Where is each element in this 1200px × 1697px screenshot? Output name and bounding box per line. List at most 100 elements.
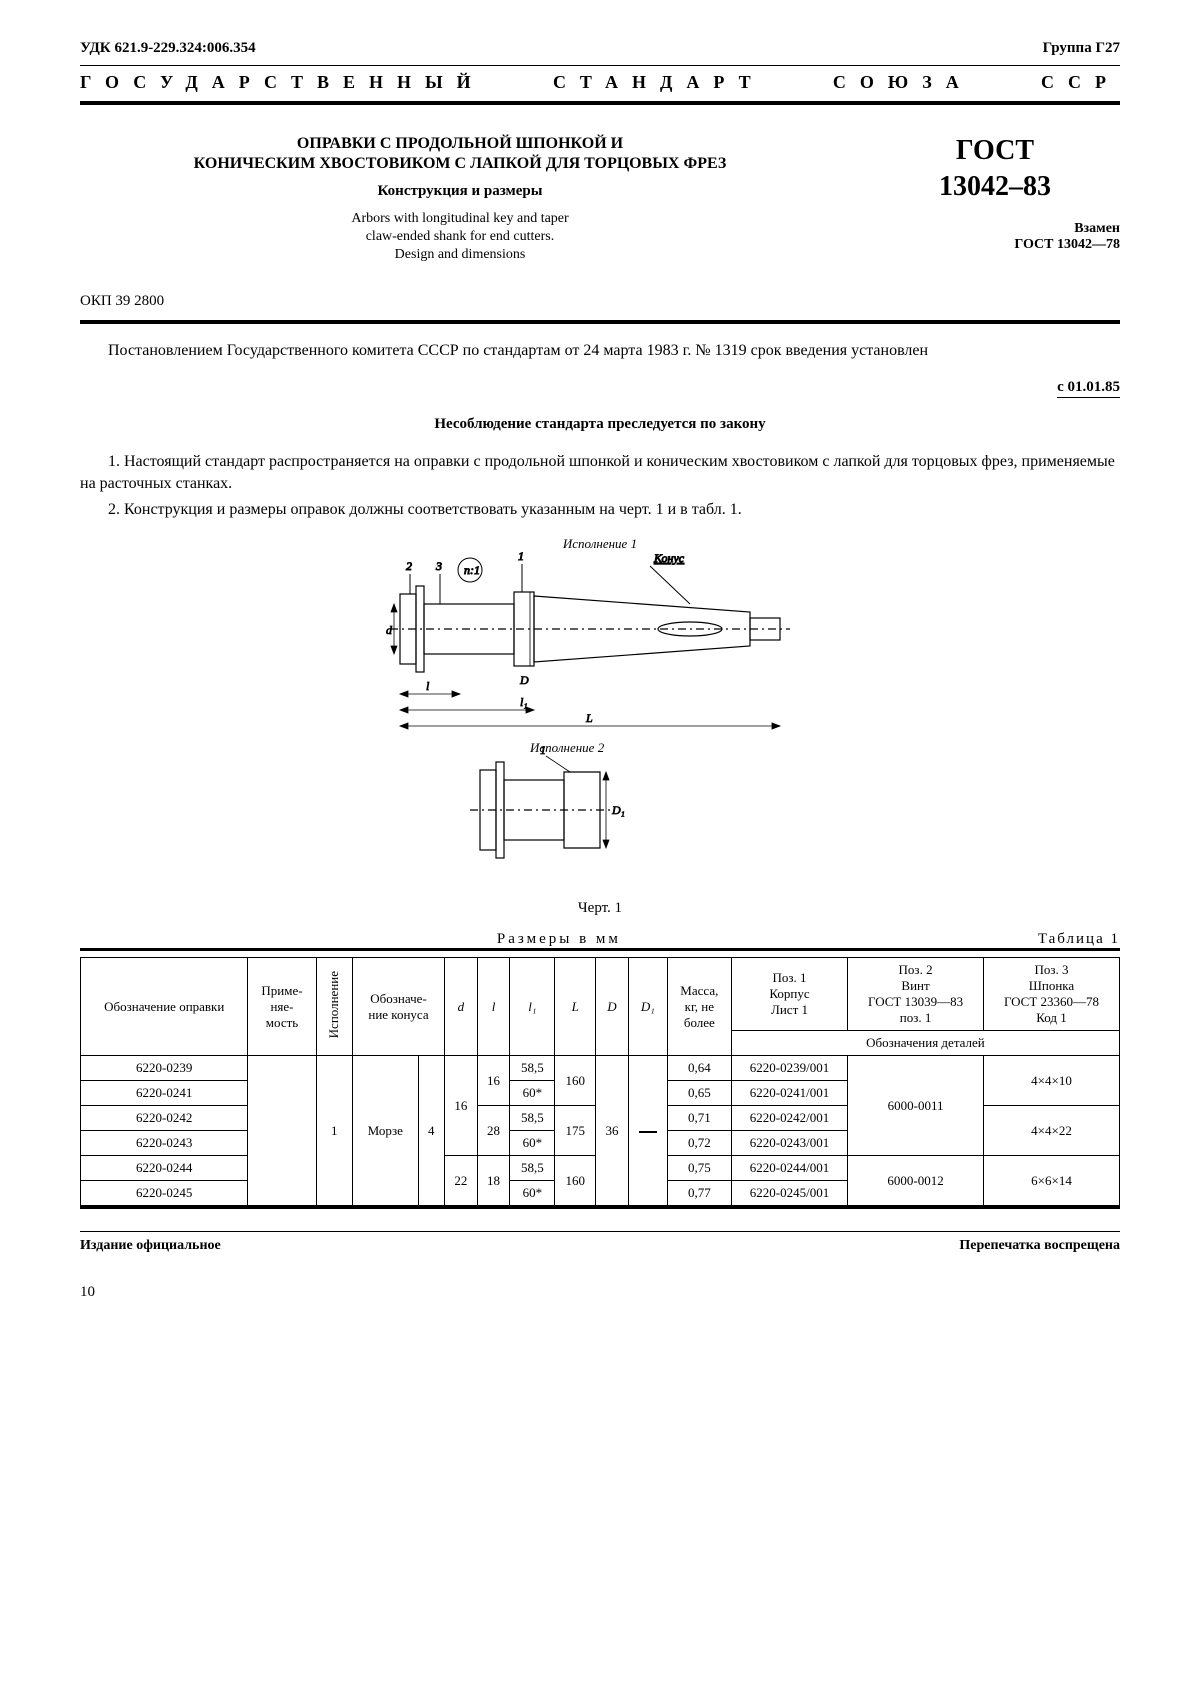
td: 175 (555, 1106, 596, 1156)
td: 6220-0241 (81, 1081, 248, 1106)
svg-text:Исполнение 1: Исполнение 1 (562, 536, 637, 551)
td: 160 (555, 1056, 596, 1106)
td: 6220-0241/001 (731, 1081, 847, 1106)
td: Морзе (352, 1056, 418, 1206)
banner: ГОСУДАРСТВЕННЫЙ СТАНДАРТ СОЮЗА ССР (80, 65, 1120, 105)
law-warning: Несоблюдение стандарта преследуется по з… (80, 416, 1120, 433)
replaces-line: ГОСТ 13042—78 (870, 237, 1120, 253)
svg-text:1: 1 (518, 549, 524, 563)
svg-text:l: l (426, 679, 430, 693)
td: 60* (510, 1131, 555, 1156)
th: l₁ (510, 958, 555, 1056)
th: Масса, кг, не более (667, 958, 731, 1056)
banner-word: СТАНДАРТ (553, 72, 765, 93)
td: 16 (445, 1056, 478, 1156)
td: 58,5 (510, 1056, 555, 1081)
th: D₁ (628, 958, 667, 1056)
divider (80, 320, 1120, 324)
th: Поз. 1 Корпус Лист 1 (731, 958, 847, 1031)
figure-caption: Черт. 1 (370, 900, 830, 917)
th: Обозначение оправки (81, 958, 248, 1056)
table-caption-center: Размеры в мм (497, 931, 621, 948)
td: 6220-0244/001 (731, 1156, 847, 1181)
okp-code: ОКП 39 2800 (80, 293, 1120, 310)
td: 6220-0243 (81, 1131, 248, 1156)
th: Исполнение (316, 958, 352, 1056)
td: 60* (510, 1081, 555, 1106)
th: Обозначе- ние конуса (352, 958, 444, 1056)
dimensions-table: Обозначение оправки Приме- няе- мость Ис… (80, 957, 1120, 1206)
th: D (596, 958, 629, 1056)
banner-word: ГОСУДАРСТВЕННЫЙ (80, 72, 485, 93)
paragraph: 1. Настоящий стандарт распространяется н… (80, 451, 1120, 494)
title-line: ОПРАВКИ С ПРОДОЛЬНОЙ ШПОНКОЙ И (80, 135, 840, 153)
td (248, 1056, 316, 1206)
title-block: ОПРАВКИ С ПРОДОЛЬНОЙ ШПОНКОЙ И КОНИЧЕСКИ… (80, 135, 840, 265)
subtitle: Конструкция и размеры (80, 183, 840, 200)
th: Поз. 3 Шпонка ГОСТ 23360—78 Код 1 (984, 958, 1120, 1031)
english-title: Arbors with longitudinal key and taper c… (80, 210, 840, 265)
svg-text:D₁: D₁ (611, 803, 625, 817)
td: 4×4×10 (984, 1056, 1120, 1106)
th: Поз. 2 Винт ГОСТ 13039—83 поз. 1 (848, 958, 984, 1031)
th: l (477, 958, 510, 1056)
body-text: 1. Настоящий стандарт распространяется н… (80, 451, 1120, 520)
td: 6220-0239/001 (731, 1056, 847, 1081)
svg-text:Конус: Конус (653, 551, 685, 565)
td: 160 (555, 1156, 596, 1206)
td: 6220-0242 (81, 1106, 248, 1131)
td: 6220-0243/001 (731, 1131, 847, 1156)
en-line: Arbors with longitudinal key and taper (80, 210, 840, 228)
td: 22 (445, 1156, 478, 1206)
td: 4×4×22 (984, 1106, 1120, 1156)
td: 36 (596, 1056, 629, 1206)
td: 1 (316, 1056, 352, 1206)
page-number: 10 (80, 1284, 1120, 1301)
page: УДК 621.9-229.324:006.354 Группа Г27 ГОС… (40, 0, 1160, 1361)
footer-left: Издание официальное (80, 1238, 221, 1254)
table-1: Обозначение оправки Приме- няе- мость Ис… (80, 948, 1120, 1209)
udk-code: УДК 621.9-229.324:006.354 (80, 40, 256, 57)
td: 6220-0245/001 (731, 1181, 847, 1206)
td: 0,77 (667, 1181, 731, 1206)
svg-text:d: d (386, 623, 393, 637)
td: 0,71 (667, 1106, 731, 1131)
td: 28 (477, 1106, 510, 1156)
td: 6220-0245 (81, 1181, 248, 1206)
replaces-line: Взамен (870, 221, 1120, 237)
th: L (555, 958, 596, 1056)
td: 6×6×14 (984, 1156, 1120, 1206)
td: 58,5 (510, 1156, 555, 1181)
td: 60* (510, 1181, 555, 1206)
svg-text:l₁: l₁ (520, 695, 528, 709)
en-line: claw-ended shank for end cutters. (80, 228, 840, 246)
td: 6000-0011 (848, 1056, 984, 1156)
td: 0,72 (667, 1131, 731, 1156)
td: 16 (477, 1056, 510, 1106)
footer: Издание официальное Перепечатка воспреще… (80, 1231, 1120, 1254)
paragraph: 2. Конструкция и размеры оправок должны … (80, 499, 1120, 521)
td: 0,75 (667, 1156, 731, 1181)
top-line: УДК 621.9-229.324:006.354 Группа Г27 (80, 40, 1120, 57)
td: 58,5 (510, 1106, 555, 1131)
svg-text:D: D (519, 673, 529, 687)
banner-word: СОЮЗА (833, 72, 973, 93)
th: d (445, 958, 478, 1056)
footer-right: Перепечатка воспрещена (959, 1238, 1120, 1254)
en-line: Design and dimensions (80, 246, 840, 264)
td: 0,65 (667, 1081, 731, 1106)
td: 6220-0244 (81, 1156, 248, 1181)
th: Приме- няе- мость (248, 958, 316, 1056)
svg-text:n:1: n:1 (464, 563, 480, 577)
drawing-svg: Исполнение 1 2 (370, 534, 830, 894)
effective-date: с 01.01.85 (1057, 377, 1120, 398)
table-caption-row: Размеры в мм Таблица 1 (80, 931, 1120, 948)
banner-word: ССР (1041, 72, 1120, 93)
svg-text:3: 3 (435, 559, 442, 573)
gost-replaces: Взамен ГОСТ 13042—78 (870, 221, 1120, 253)
gost-block: ГОСТ 13042–83 Взамен ГОСТ 13042—78 (870, 135, 1120, 265)
header-block: ОПРАВКИ С ПРОДОЛЬНОЙ ШПОНКОЙ И КОНИЧЕСКИ… (80, 135, 1120, 265)
decree-text: Постановлением Государственного комитета… (80, 340, 1120, 362)
td: 6220-0239 (81, 1056, 248, 1081)
gost-number: 13042–83 (870, 171, 1120, 203)
